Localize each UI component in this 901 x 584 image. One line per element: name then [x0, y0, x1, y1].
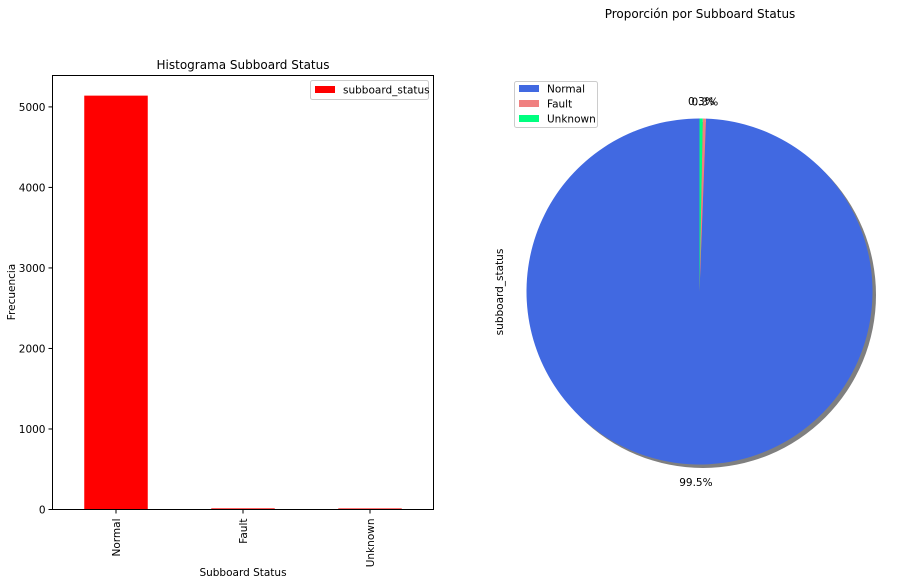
pie-legend-label: Normal — [547, 84, 585, 96]
bar — [84, 95, 148, 510]
bar — [338, 508, 402, 510]
pie-slice — [699, 118, 703, 292]
pie-legend: Normal Fault Unknown — [514, 81, 598, 128]
bar-chart-title: Histograma Subboard Status — [157, 58, 330, 72]
bar-plot-frame — [52, 75, 434, 510]
pie-chart: Proporción por Subboard Status subboard_… — [494, 7, 876, 489]
bar-x-tick-label: Unknown — [365, 519, 377, 568]
bar-y-tick-label: 2000 — [19, 343, 46, 355]
bar-x-tick-label: Fault — [238, 519, 250, 544]
bar-legend: subboard_status — [310, 80, 430, 100]
pie-value-label: 0.3% — [688, 96, 715, 108]
pie-slice — [699, 118, 707, 292]
bar-x-axis-label: Subboard Status — [199, 567, 286, 579]
pie-y-axis-label: subboard_status — [494, 249, 506, 336]
pie-legend-label: Fault — [547, 99, 572, 111]
bar-y-tick-label: 0 — [39, 505, 46, 517]
pie-legend-swatch — [519, 115, 539, 122]
pie-value-label: 0.3% — [692, 96, 719, 108]
bar-y-tick-label: 5000 — [19, 102, 46, 114]
pie-value-labels: 99.5% 0.3%0.3% — [679, 96, 718, 489]
bar-x-tick-label: Normal — [111, 519, 123, 557]
bar-legend-label: subboard_status — [343, 85, 430, 97]
bar-x-ticks: Normal Fault Unknown — [111, 509, 377, 568]
pie-legend-swatch — [519, 85, 539, 92]
pie-legend-swatch — [519, 100, 539, 107]
pie-legend-label: Unknown — [547, 114, 596, 126]
bar-legend-swatch — [315, 86, 335, 93]
bar-series — [84, 95, 402, 510]
pie-legend-items: Normal Fault Unknown — [519, 84, 596, 126]
bar — [211, 508, 275, 510]
bar-y-ticks: 0 1000 2000 3000 4000 5000 — [19, 102, 53, 517]
pie-value-label: 99.5% — [679, 477, 712, 489]
bar-y-axis-label: Frecuencia — [6, 264, 18, 321]
pie-slice — [526, 118, 873, 465]
bar-y-tick-label: 3000 — [19, 263, 46, 275]
bar-chart: Histograma Subboard Status 0 1000 2000 3000… — [6, 58, 434, 579]
pie-slices — [526, 118, 873, 465]
pie-chart-title: Proporción por Subboard Status — [605, 7, 796, 21]
bar-y-tick-label: 1000 — [19, 424, 46, 436]
bar-y-tick-label: 4000 — [19, 182, 46, 194]
bar-legend-frame — [310, 80, 429, 100]
